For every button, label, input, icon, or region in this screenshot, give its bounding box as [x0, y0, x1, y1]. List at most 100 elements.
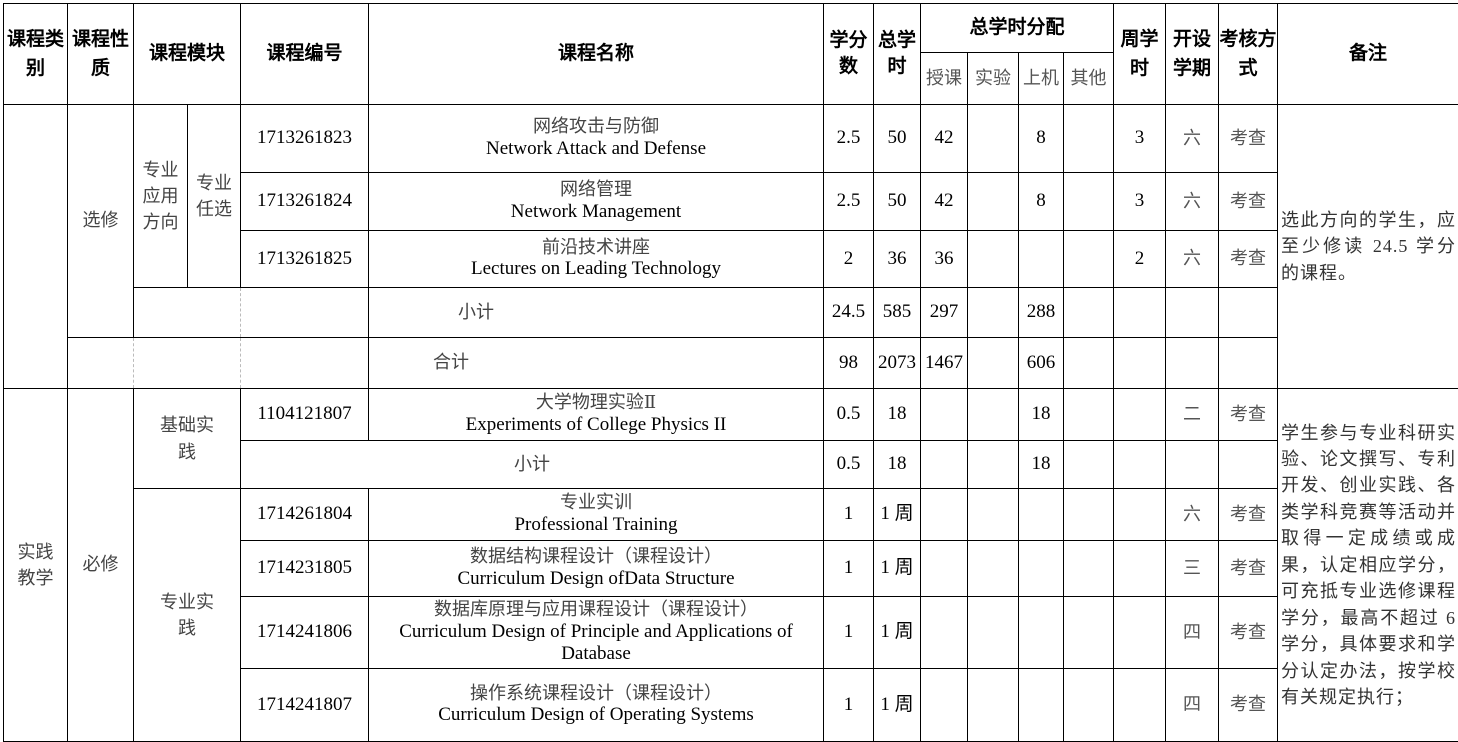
- empty-cell: [968, 338, 1019, 389]
- other-hours: [1064, 173, 1114, 231]
- nature-cell: 必修: [68, 389, 134, 742]
- empty-cell: [968, 669, 1019, 742]
- empty-cell: [1064, 597, 1114, 669]
- course-code: 1713261824: [241, 173, 369, 231]
- empty-cell: [1219, 288, 1278, 338]
- empty-cell: [1114, 288, 1166, 338]
- empty-cell: [1114, 441, 1166, 489]
- empty-cell: [1064, 338, 1114, 389]
- empty-cell: [921, 489, 968, 541]
- empty-cell: [1114, 541, 1166, 597]
- subtotal-total: 18: [874, 441, 921, 489]
- header-other: 其他: [1064, 53, 1114, 105]
- course-name-en: Experiments of College Physics II: [369, 414, 823, 437]
- assessment: 考查: [1219, 173, 1278, 231]
- lecture-hours: 36: [921, 231, 968, 288]
- credits: 2: [824, 231, 874, 288]
- empty-cell: [921, 541, 968, 597]
- empty-cell: [1064, 489, 1114, 541]
- semester: 六: [1166, 231, 1219, 288]
- semester: 二: [1166, 389, 1219, 441]
- empty-cell: [968, 597, 1019, 669]
- header-remarks: 备注: [1278, 4, 1458, 105]
- course-code: 1713261823: [241, 105, 369, 173]
- total-hours: 1 周: [874, 669, 921, 742]
- semester: 三: [1166, 541, 1219, 597]
- header-module: 课程模块: [134, 4, 241, 105]
- semester: 四: [1166, 669, 1219, 742]
- credits: 1: [824, 489, 874, 541]
- header-hours-distribution: 总学时分配: [921, 4, 1114, 53]
- course-name-zh: 前沿技术讲座: [369, 237, 823, 259]
- course-name-zh: 数据结构课程设计（课程设计）: [369, 546, 823, 568]
- credits: 1: [824, 541, 874, 597]
- course-name: 数据库原理与应用课程设计（课程设计）Curriculum Design of P…: [369, 597, 824, 669]
- total-hours: 1 周: [874, 489, 921, 541]
- empty-cell: [1114, 338, 1166, 389]
- header-semester: 开设学期: [1166, 4, 1219, 105]
- empty-cell: [1114, 669, 1166, 742]
- module-direction-cell: 专业应用方向: [134, 105, 188, 288]
- weekly-hours: 2: [1114, 231, 1166, 288]
- header-total-hours: 总学时: [874, 4, 921, 105]
- total-lecture: 1467: [921, 338, 968, 389]
- empty-cell: [1064, 389, 1114, 441]
- subtotal-lecture: 297: [921, 288, 968, 338]
- empty-cell: [1064, 541, 1114, 597]
- credits: 2.5: [824, 173, 874, 231]
- subtotal-credits: 24.5: [824, 288, 874, 338]
- empty-cell: [1219, 338, 1278, 389]
- course-name-en: Network Management: [369, 201, 823, 224]
- course-name-en: Professional Training: [369, 514, 823, 537]
- module-type-cell: 专业任选: [188, 105, 241, 288]
- assessment: 考查: [1219, 669, 1278, 742]
- empty-cell: [1219, 441, 1278, 489]
- course-name-zh: 操作系统课程设计（课程设计）: [369, 683, 823, 705]
- subtotal-total: 585: [874, 288, 921, 338]
- module-cell: 基础实践: [134, 389, 241, 489]
- nature-cell: 选修: [68, 105, 134, 338]
- course-name-en: Lectures on Leading Technology: [369, 258, 823, 281]
- empty-cell: [921, 389, 968, 441]
- empty-cell: [1166, 441, 1219, 489]
- total-hours: 1 周: [874, 541, 921, 597]
- remark-cell: 选此方向的学生，应至少修读 24.5 学分的课程。: [1278, 105, 1458, 389]
- subtotal-computer: 18: [1019, 441, 1064, 489]
- other-hours: [1064, 231, 1114, 288]
- header-lecture: 授课: [921, 53, 968, 105]
- course-code: 1714231805: [241, 541, 369, 597]
- total-hours: 50: [874, 173, 921, 231]
- course-name-en: Curriculum Design of Operating Systems: [369, 704, 823, 727]
- header-assessment: 考核方式: [1219, 4, 1278, 105]
- course-name-en: Curriculum Design ofData Structure: [369, 568, 823, 591]
- computer-hours: [1019, 231, 1064, 288]
- empty-cell: [1019, 669, 1064, 742]
- header-nature: 课程性质: [68, 4, 134, 105]
- empty-cell: [1166, 288, 1219, 338]
- category-cell: 实践教学: [4, 389, 68, 742]
- empty-cell: [1064, 441, 1114, 489]
- empty-cell: [1019, 489, 1064, 541]
- course-name-zh: 数据库原理与应用课程设计（课程设计）: [373, 599, 819, 621]
- course-name: 操作系统课程设计（课程设计）Curriculum Design of Opera…: [369, 669, 824, 742]
- course-name-zh: 专业实训: [369, 492, 823, 514]
- empty-cell: [1114, 597, 1166, 669]
- subtotal-label: 小计: [369, 288, 824, 338]
- header-category: 课程类别: [4, 4, 68, 105]
- credits: 2.5: [824, 105, 874, 173]
- lecture-hours: 42: [921, 105, 968, 173]
- empty-cell: [1064, 288, 1114, 338]
- course-code: 1713261825: [241, 231, 369, 288]
- total-computer: 606: [1019, 338, 1064, 389]
- assessment: 考查: [1219, 597, 1278, 669]
- computer-hours: 8: [1019, 173, 1064, 231]
- experiment-hours: [968, 173, 1019, 231]
- credits: 1: [824, 669, 874, 742]
- category-cell: [4, 105, 68, 389]
- empty-cell: [1019, 541, 1064, 597]
